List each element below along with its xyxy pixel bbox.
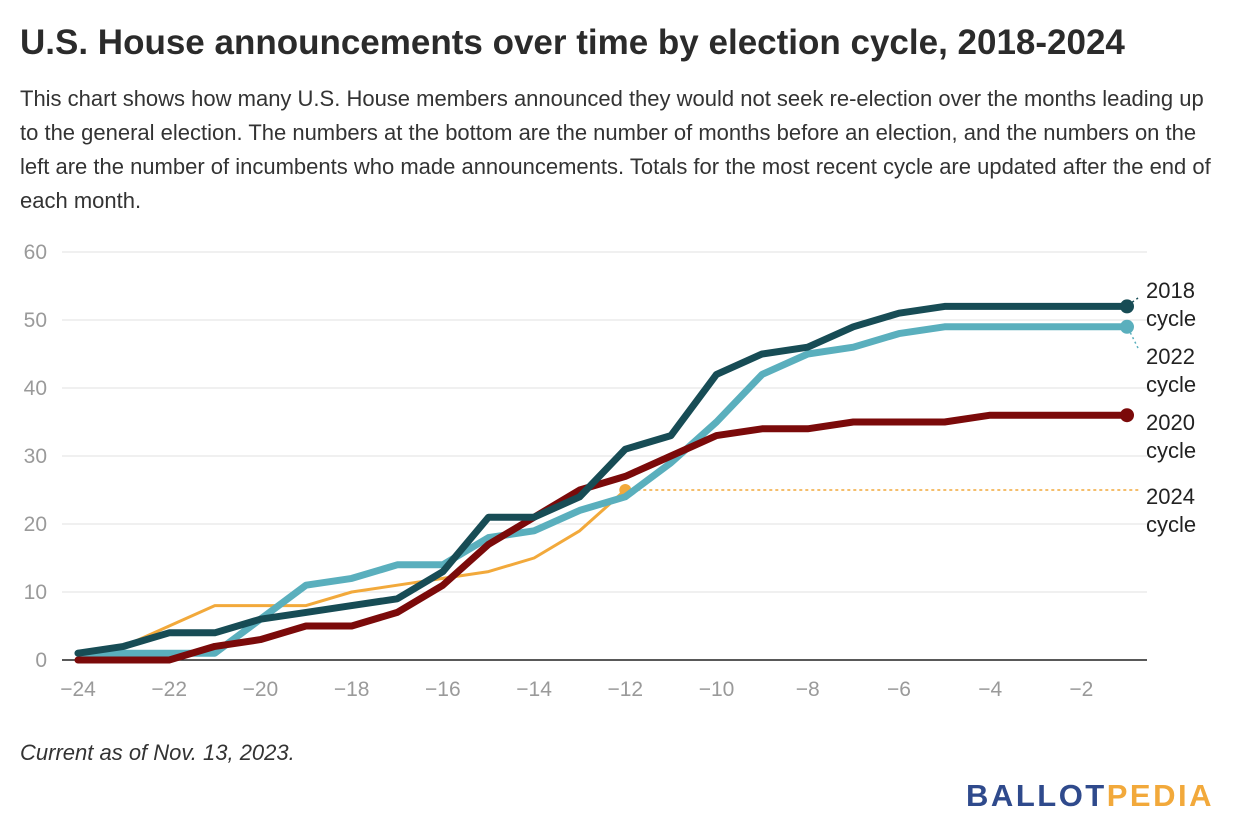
series-label: cycle (1146, 438, 1196, 463)
x-tick-label: −6 (887, 678, 911, 701)
y-tick-label: 0 (35, 649, 47, 672)
series-endpoint (1120, 319, 1134, 334)
series-endpoint (1120, 299, 1134, 314)
x-tick-label: −16 (425, 678, 461, 701)
series-line (74, 411, 1131, 664)
grid-lines (62, 251, 1147, 661)
series-label: cycle (1146, 512, 1196, 537)
y-tick-label: 40 (24, 377, 47, 400)
x-tick-label: −22 (151, 678, 187, 701)
ballotpedia-logo: BALLOTPEDIA (966, 776, 1214, 816)
x-axis-ticks: −24 −22 −20 −18 −16 −14 −12 −10 −8 −6 −4 −2 (60, 678, 1093, 701)
series-labels: 2024 cycle 2022 cycle 2020 cycle 2018 cycle (1126, 278, 1196, 537)
y-tick-label: 20 (24, 513, 47, 536)
series-label: 2024 (1146, 484, 1195, 509)
series-label: cycle (1146, 372, 1196, 397)
x-tick-label: −20 (243, 678, 279, 701)
footnote: Current as of Nov. 13, 2023. (20, 740, 295, 765)
series-label: 2022 (1146, 344, 1195, 369)
chart-description: This chart shows how many U.S. House mem… (20, 86, 1211, 213)
series-label: 2018 (1146, 278, 1195, 303)
x-tick-label: −24 (60, 678, 96, 701)
series-label: cycle (1146, 306, 1196, 331)
x-tick-label: −4 (978, 678, 1002, 701)
chart-title: U.S. House announcements over time by el… (20, 23, 1125, 62)
y-tick-label: 30 (24, 445, 47, 468)
series-endpoint (1120, 408, 1134, 423)
label-connector (1126, 297, 1139, 307)
x-tick-label: −8 (796, 678, 820, 701)
y-axis-ticks: 0 10 20 30 40 50 60 (24, 241, 47, 672)
series-lines (74, 299, 1140, 664)
series-line (74, 302, 1131, 657)
x-tick-label: −14 (516, 678, 552, 701)
x-tick-label: −10 (699, 678, 735, 701)
series-line (76, 488, 627, 662)
x-tick-label: −2 (1069, 678, 1093, 701)
logo-part-pedia: PEDIA (1106, 778, 1214, 813)
y-tick-label: 10 (24, 581, 47, 604)
x-tick-label: −12 (607, 678, 643, 701)
x-tick-label: −18 (334, 678, 370, 701)
logo-part-ballot: BALLOT (966, 778, 1107, 813)
series-label: 2020 (1146, 410, 1195, 435)
y-tick-label: 60 (24, 241, 47, 264)
label-connector (1126, 325, 1139, 349)
y-tick-label: 50 (24, 309, 47, 332)
